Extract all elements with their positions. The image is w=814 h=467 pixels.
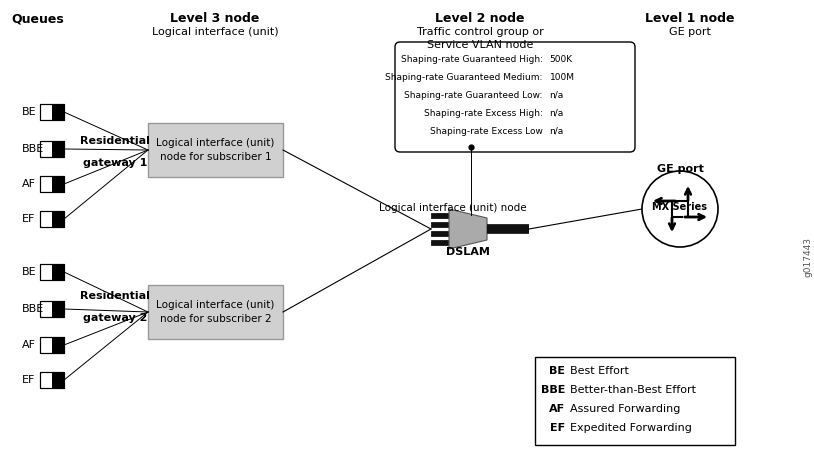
Bar — [40, 141, 64, 157]
Bar — [40, 337, 64, 353]
Text: GE port: GE port — [669, 27, 711, 37]
Bar — [40, 176, 64, 192]
Bar — [40, 264, 64, 280]
Bar — [52, 176, 64, 192]
Text: AF: AF — [22, 179, 36, 189]
Text: 100M: 100M — [549, 73, 575, 82]
Bar — [52, 264, 64, 280]
Text: Better-than-Best Effort: Better-than-Best Effort — [570, 385, 696, 395]
Text: EF: EF — [22, 214, 35, 224]
Text: gateway 1: gateway 1 — [83, 158, 147, 168]
Text: Shaping-rate Guaranteed High:: Shaping-rate Guaranteed High: — [400, 55, 543, 64]
Text: Shaping-rate Excess High:: Shaping-rate Excess High: — [424, 109, 543, 118]
Text: BE: BE — [22, 107, 37, 117]
Bar — [40, 211, 64, 227]
Text: Shaping-rate Guaranteed Low:: Shaping-rate Guaranteed Low: — [405, 91, 543, 100]
Bar — [52, 141, 64, 157]
Bar — [52, 337, 64, 353]
Bar — [40, 104, 64, 120]
Text: AF: AF — [549, 404, 565, 414]
Bar — [52, 104, 64, 120]
Bar — [148, 285, 283, 339]
Text: n/a: n/a — [549, 109, 564, 118]
Text: EF: EF — [550, 423, 565, 433]
Text: n/a: n/a — [549, 91, 564, 100]
Text: DSLAM: DSLAM — [446, 247, 490, 257]
Bar — [148, 123, 283, 177]
Text: Queues: Queues — [11, 12, 64, 25]
Bar — [52, 301, 64, 317]
Text: Shaping-rate Excess Low: Shaping-rate Excess Low — [430, 127, 543, 136]
Text: Logical interface (unit): Logical interface (unit) — [151, 27, 278, 37]
Bar — [40, 104, 64, 120]
Text: Residential: Residential — [80, 291, 150, 301]
Bar — [431, 213, 449, 218]
Bar — [535, 357, 735, 445]
Text: Level 1 node: Level 1 node — [646, 12, 735, 25]
Text: Logical interface (unit): Logical interface (unit) — [156, 300, 274, 310]
Text: BBE: BBE — [540, 385, 565, 395]
Text: Traffic control group or: Traffic control group or — [417, 27, 544, 37]
Text: MX Series: MX Series — [653, 202, 707, 212]
Text: Residential: Residential — [80, 136, 150, 146]
Text: gateway 2: gateway 2 — [83, 313, 147, 323]
Text: node for subscriber 2: node for subscriber 2 — [160, 314, 271, 324]
Bar — [431, 231, 449, 236]
Polygon shape — [449, 209, 487, 249]
Bar — [52, 211, 64, 227]
Bar — [52, 372, 64, 388]
Text: Best Effort: Best Effort — [570, 366, 629, 376]
Bar — [40, 211, 64, 227]
Text: BBE: BBE — [22, 304, 44, 314]
Bar — [40, 264, 64, 280]
Text: BE: BE — [22, 267, 37, 277]
Bar — [40, 301, 64, 317]
Text: Level 2 node: Level 2 node — [435, 12, 525, 25]
Text: g017443: g017443 — [803, 237, 812, 277]
Text: Expedited Forwarding: Expedited Forwarding — [570, 423, 692, 433]
Text: Logical interface (unit): Logical interface (unit) — [156, 138, 274, 148]
Text: Shaping-rate Guaranteed Medium:: Shaping-rate Guaranteed Medium: — [385, 73, 543, 82]
Bar — [40, 337, 64, 353]
Text: BBE: BBE — [22, 144, 44, 154]
Bar — [40, 372, 64, 388]
Text: BE: BE — [549, 366, 565, 376]
Text: n/a: n/a — [549, 127, 564, 136]
Bar — [40, 372, 64, 388]
Text: Logical interface (unit) node: Logical interface (unit) node — [379, 203, 527, 213]
Bar — [431, 222, 449, 227]
Text: EF: EF — [22, 375, 35, 385]
Circle shape — [642, 171, 718, 247]
Bar — [40, 176, 64, 192]
Text: node for subscriber 1: node for subscriber 1 — [160, 152, 271, 162]
Bar — [431, 240, 449, 245]
Bar — [40, 301, 64, 317]
Bar — [40, 141, 64, 157]
Text: 500K: 500K — [549, 55, 572, 64]
Text: AF: AF — [22, 340, 36, 350]
FancyBboxPatch shape — [395, 42, 635, 152]
Text: Assured Forwarding: Assured Forwarding — [570, 404, 681, 414]
Text: GE port: GE port — [657, 164, 703, 174]
Text: Level 3 node: Level 3 node — [170, 12, 260, 25]
Text: Service VLAN node: Service VLAN node — [427, 40, 533, 50]
